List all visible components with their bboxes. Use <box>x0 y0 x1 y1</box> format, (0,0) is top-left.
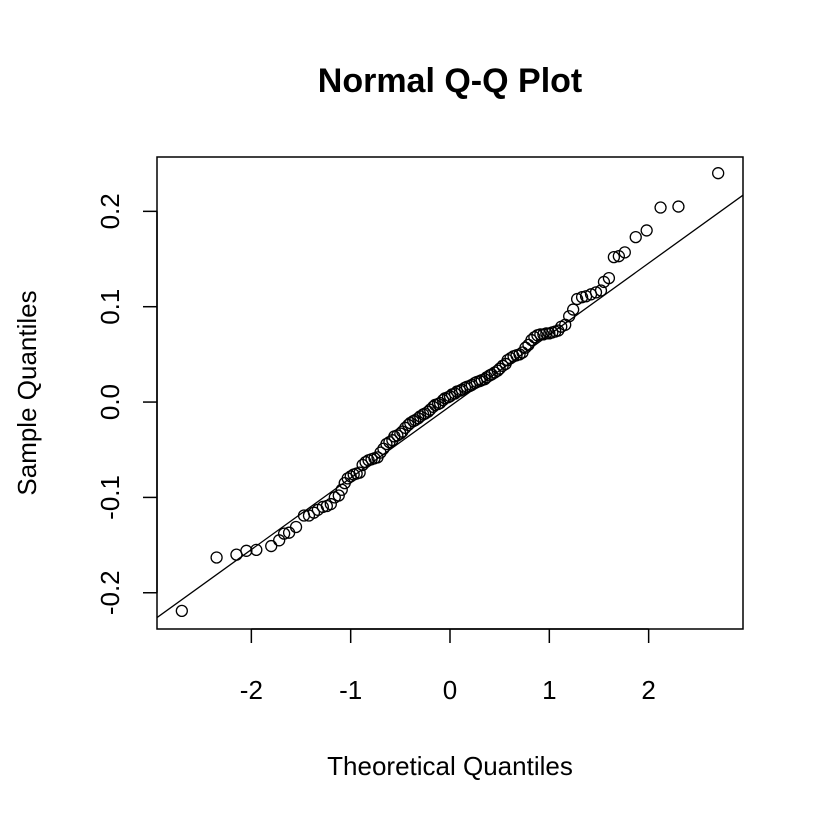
data-point <box>607 250 621 264</box>
x-tick-label: -1 <box>339 675 362 705</box>
x-tick-label: 1 <box>542 675 556 705</box>
data-point <box>374 446 387 459</box>
y-tick-label: -0.2 <box>95 570 125 615</box>
qq-reference-line <box>157 194 743 619</box>
data-point <box>602 271 616 285</box>
data-point <box>277 527 291 540</box>
data-point <box>353 466 366 479</box>
data-point <box>175 604 188 618</box>
data-point <box>210 551 223 564</box>
data-point <box>332 489 345 502</box>
y-tick-label: -0.1 <box>95 475 125 520</box>
data-point <box>540 327 553 340</box>
data-point <box>240 544 253 557</box>
data-point <box>712 167 725 180</box>
data-point <box>563 310 576 323</box>
data-point <box>485 368 498 381</box>
data-point <box>672 200 685 213</box>
x-tick-label: 2 <box>641 675 655 705</box>
y-tick-label: 0.1 <box>95 289 125 325</box>
data-points-group <box>175 167 725 618</box>
chart-title: Normal Q-Q Plot <box>318 62 582 100</box>
data-point <box>324 497 337 511</box>
data-point <box>618 246 631 259</box>
data-point <box>534 328 547 341</box>
data-point <box>307 506 321 519</box>
data-point <box>629 230 642 244</box>
data-point <box>519 341 532 354</box>
x-tick-label: 0 <box>443 675 457 705</box>
y-tick-label: 0.2 <box>95 193 125 229</box>
reference-line-group <box>157 194 743 619</box>
data-point <box>528 331 541 344</box>
data-point <box>250 543 263 557</box>
y-tick-label: 0.0 <box>95 384 125 420</box>
data-point <box>654 201 667 214</box>
x-tick-label: -2 <box>240 675 263 705</box>
data-point <box>265 539 278 553</box>
data-point <box>567 303 580 316</box>
data-point <box>612 250 625 263</box>
data-point <box>640 224 653 237</box>
y-axis: -0.2 -0.1 0.0 0.1 0.2 <box>95 193 158 615</box>
y-axis-label: Sample Quantiles <box>12 290 42 495</box>
x-axis: -2 -1 0 1 2 <box>240 628 656 705</box>
data-point <box>380 437 393 451</box>
data-point <box>335 483 348 496</box>
data-point <box>559 318 572 331</box>
data-point <box>289 520 303 534</box>
data-point <box>594 284 608 297</box>
x-axis-label: Theoretical Quantiles <box>327 751 573 781</box>
